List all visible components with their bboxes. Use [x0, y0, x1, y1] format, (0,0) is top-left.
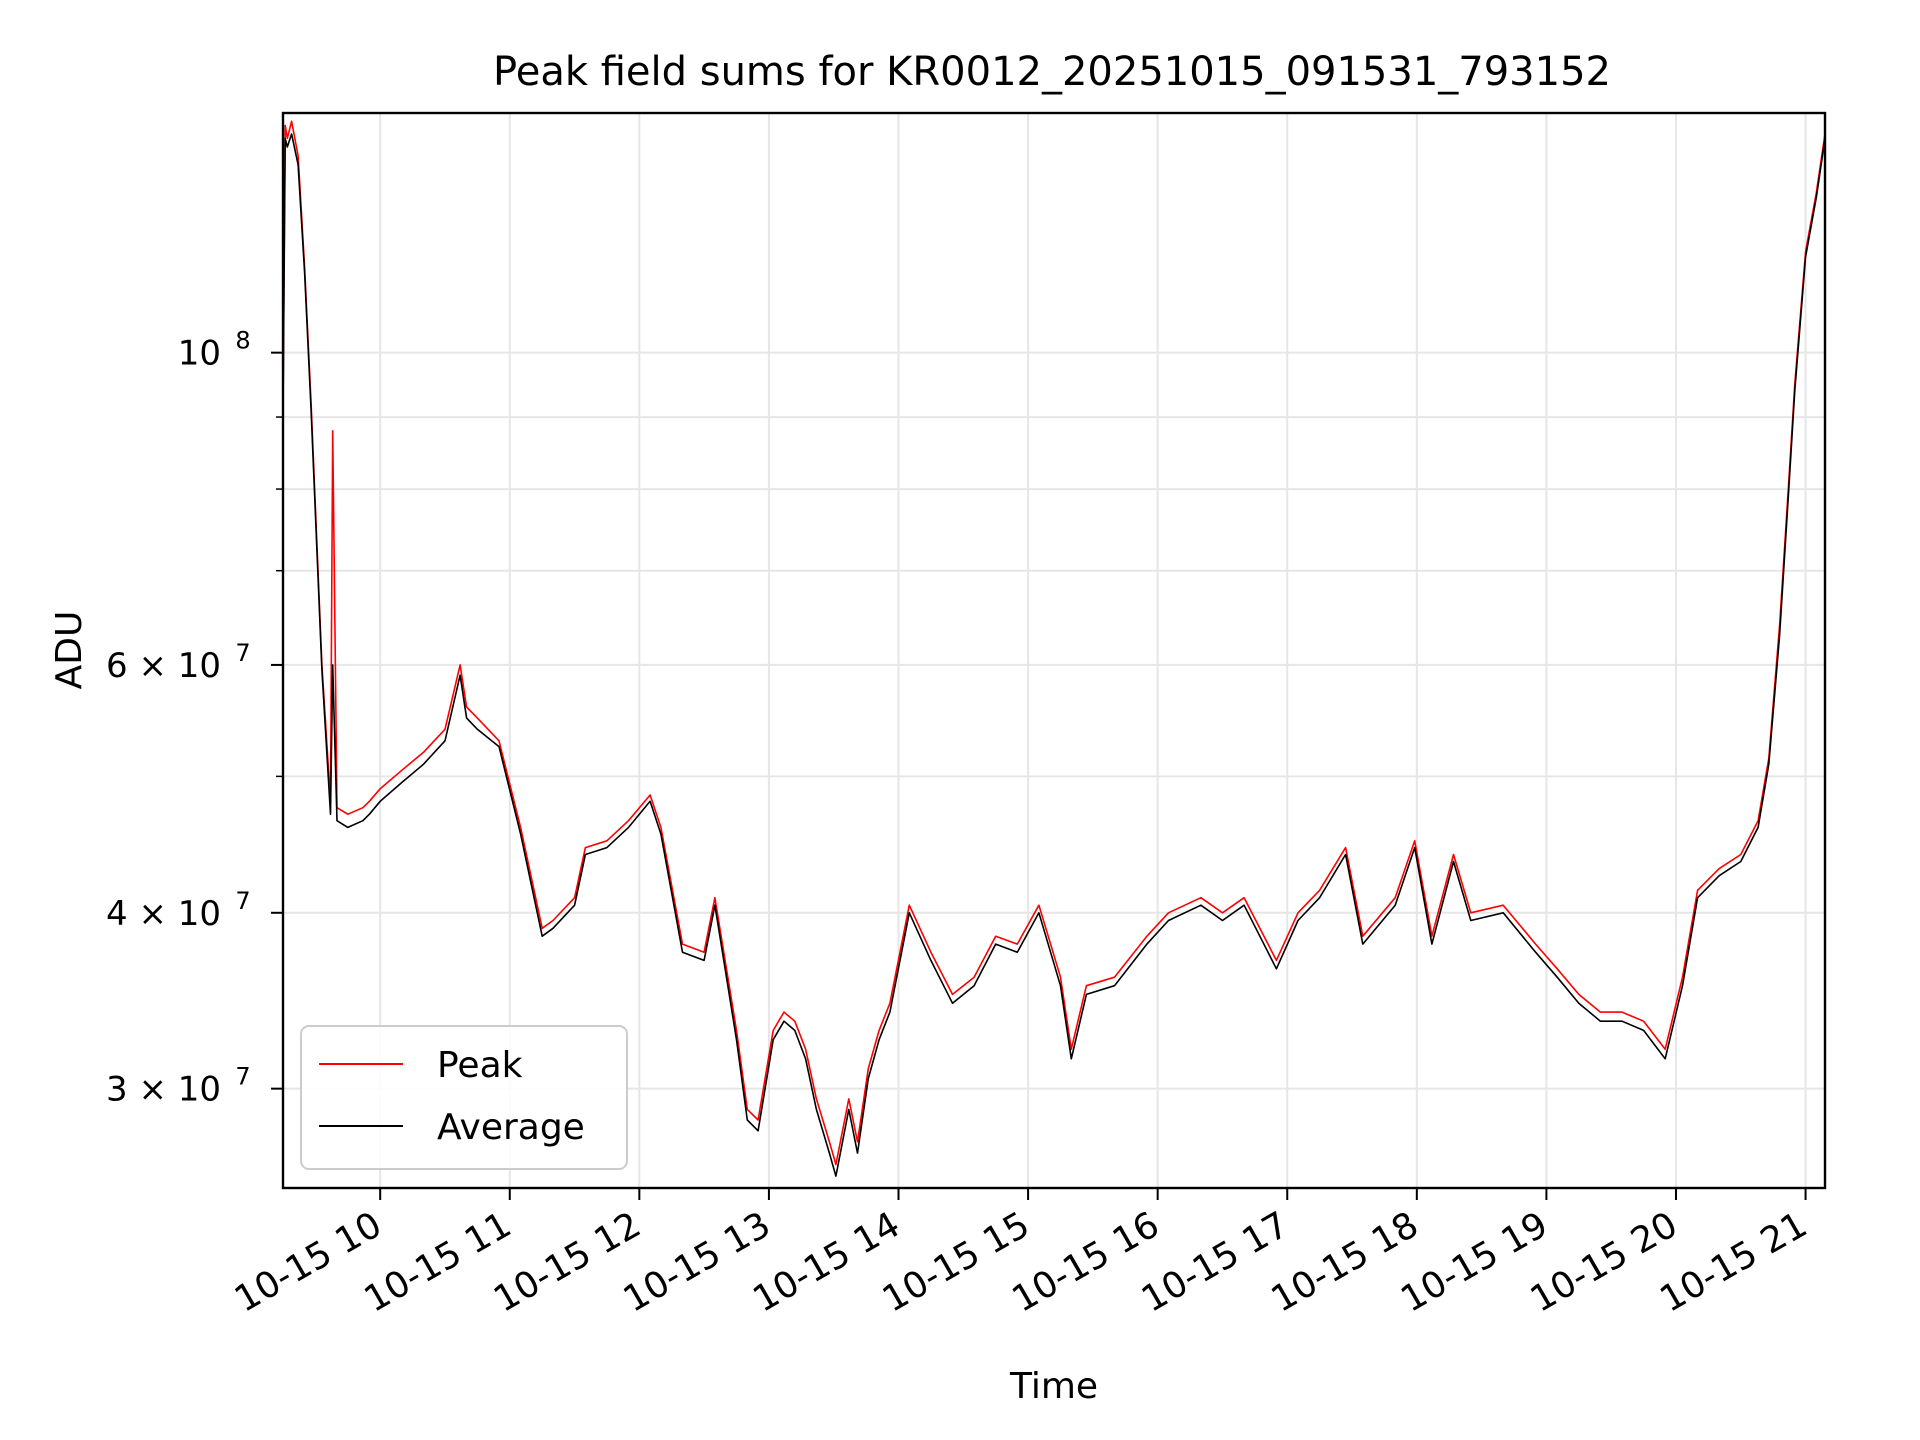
y-tick-label: 4 × 10: [106, 894, 221, 934]
legend-peak-label: Peak: [437, 1045, 523, 1086]
chart-title: Peak field sums for KR0012_20251015_0915…: [493, 49, 1611, 95]
y-axis: 10 8 6 × 10 7 4 × 10 7 3 × 10 7: [106, 327, 283, 1110]
y-tick-exponent: 7: [235, 1063, 250, 1091]
x-axis-label: Time: [1009, 1366, 1098, 1407]
y-axis-label: ADU: [49, 611, 90, 690]
y-tick-exponent: 7: [235, 639, 250, 667]
grid: [283, 113, 1825, 1188]
y-tick-label: 3 × 10: [106, 1070, 221, 1110]
y-tick-exponent: 8: [235, 327, 250, 355]
series-line-peak: [282, 120, 1826, 1166]
y-tick-exponent: 7: [235, 887, 250, 915]
legend: Peak Average: [300, 1025, 628, 1170]
legend-box: [300, 1025, 628, 1170]
y-tick-label: 6 × 10: [106, 646, 221, 686]
plot-frame: [281, 111, 1827, 1190]
legend-average-label: Average: [437, 1107, 585, 1148]
series-line-average: [282, 133, 1826, 1177]
y-tick-label: 10: [178, 334, 221, 374]
plot-series: [282, 120, 1826, 1177]
